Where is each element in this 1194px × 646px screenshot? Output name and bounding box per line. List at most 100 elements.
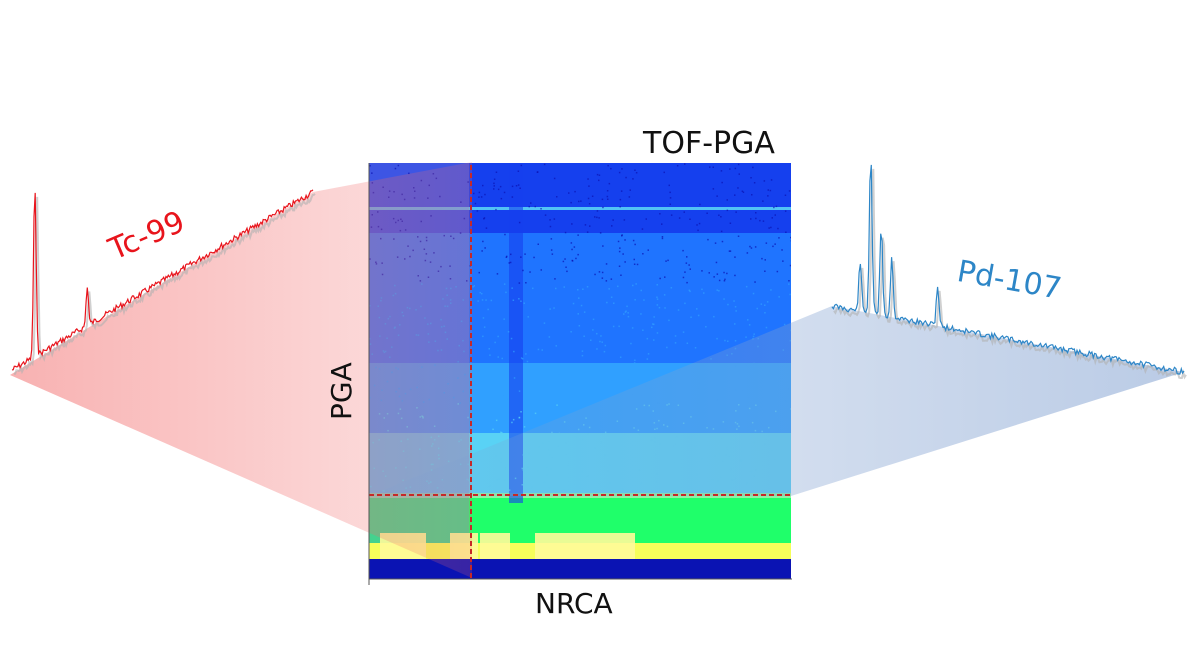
heatmap-speckle xyxy=(369,165,371,167)
heatmap-speckle xyxy=(589,225,591,227)
heatmap-speckle xyxy=(564,258,566,260)
heatmap-speckle xyxy=(518,184,520,186)
heatmap-speckle xyxy=(724,340,726,342)
heatmap-speckle xyxy=(563,401,565,403)
left-projection-wedge xyxy=(10,162,472,578)
heatmap-speckle xyxy=(750,218,752,220)
heatmap-speckle xyxy=(789,190,791,192)
heatmap-speckle xyxy=(773,207,775,209)
heatmap-speckle xyxy=(626,306,628,308)
heatmap-speckle xyxy=(718,290,720,292)
heatmap-speckle xyxy=(489,348,491,350)
heatmap-speckle xyxy=(568,192,570,194)
heatmap-speckle xyxy=(764,312,766,314)
heatmap-speckle xyxy=(734,323,736,325)
heatmap-speckle xyxy=(572,260,574,262)
heatmap-speckle xyxy=(528,316,530,318)
heatmap-speckle xyxy=(659,278,661,280)
heatmap-speckle xyxy=(690,268,692,270)
heatmap-speckle xyxy=(706,213,708,215)
heatmap-speckle xyxy=(577,289,579,291)
heatmap-speckle xyxy=(776,206,778,208)
heatmap-speckle xyxy=(682,250,684,252)
heatmap-speckle xyxy=(688,264,690,266)
heatmap-speckle xyxy=(742,191,744,193)
heatmap-speckle xyxy=(519,222,521,224)
heatmap-speckle xyxy=(543,387,545,389)
heatmap-speckle xyxy=(746,286,748,288)
heatmap-speckle xyxy=(479,272,481,274)
heatmap-speckle xyxy=(770,227,772,229)
heatmap-speckle xyxy=(611,225,613,227)
heatmap-speckle xyxy=(770,190,772,192)
heatmap-speckle xyxy=(633,240,635,242)
heatmap-speckle xyxy=(619,266,621,268)
heatmap-speckle xyxy=(749,324,751,326)
heatmap-speckle xyxy=(600,232,602,234)
heatmap-speckle xyxy=(621,235,623,237)
heatmap-speckle xyxy=(506,257,508,259)
heatmap-speckle xyxy=(788,283,790,285)
heatmap-speckle xyxy=(513,351,515,353)
heatmap-speckle xyxy=(619,172,621,174)
heatmap-speckle xyxy=(579,325,581,327)
heatmap-speckle xyxy=(625,177,627,179)
heatmap-speckle xyxy=(609,183,611,185)
heatmap-speckle xyxy=(510,262,512,264)
heatmap-speckle xyxy=(527,400,529,402)
heatmap-speckle xyxy=(684,211,686,213)
heatmap-speckle xyxy=(583,336,585,338)
heatmap-speckle xyxy=(564,286,566,288)
heatmap-speckle xyxy=(571,242,573,244)
heatmap-speckle xyxy=(594,274,596,276)
heatmap-speckle xyxy=(611,297,613,299)
heatmap-speckle xyxy=(586,401,588,403)
heatmap-speckle xyxy=(478,196,480,198)
heatmap-speckle xyxy=(570,331,572,333)
heatmap-speckle xyxy=(594,216,596,218)
heatmap-speckle xyxy=(540,208,542,210)
heatmap-speckle xyxy=(701,270,703,272)
heatmap-speckle xyxy=(529,271,531,273)
heatmap-speckle xyxy=(504,234,506,236)
heatmap-speckle xyxy=(699,223,701,225)
heatmap-speckle xyxy=(558,373,560,375)
heatmap-speckle xyxy=(544,396,546,398)
heatmap-speckle xyxy=(599,341,601,343)
heatmap-speckle xyxy=(726,273,728,275)
heatmap-speckle xyxy=(604,351,606,353)
heatmap-speckle xyxy=(483,317,485,319)
heatmap-speckle xyxy=(514,377,516,379)
heatmap-speckle xyxy=(690,317,692,319)
heatmap-speckle xyxy=(775,214,777,216)
heatmap-speckle xyxy=(522,270,524,272)
heatmap-speckle xyxy=(666,347,668,349)
heatmap-speckle xyxy=(529,206,531,208)
heatmap-speckle xyxy=(754,281,756,283)
heatmap-speckle xyxy=(538,244,540,246)
heatmap-speckle xyxy=(684,271,686,273)
heatmap-speckle xyxy=(541,269,543,271)
heatmap-speckle xyxy=(765,259,767,261)
heatmap-speckle xyxy=(574,191,576,193)
heatmap-speckle xyxy=(768,189,770,191)
heatmap-speckle xyxy=(620,275,622,277)
heatmap-speckle xyxy=(641,290,643,292)
heatmap-speckle xyxy=(753,333,755,335)
heatmap-speckle xyxy=(737,187,739,189)
heatmap-speckle xyxy=(636,172,638,174)
heatmap-speckle xyxy=(618,241,620,243)
heatmap-speckle xyxy=(619,247,621,249)
heatmap-speckle xyxy=(504,371,506,373)
heatmap-speckle xyxy=(772,246,774,248)
heatmap-speckle xyxy=(632,285,634,287)
heatmap-speckle xyxy=(599,175,601,177)
heatmap-speckle xyxy=(475,203,477,205)
heatmap-speckle xyxy=(508,331,510,333)
heatmap-speckle xyxy=(485,299,487,301)
heatmap-speckle xyxy=(564,377,566,379)
heatmap-speckle xyxy=(716,195,718,197)
heatmap-speckle xyxy=(511,287,513,289)
heatmap-blob-2 xyxy=(480,533,510,559)
heatmap-speckle xyxy=(641,367,643,369)
